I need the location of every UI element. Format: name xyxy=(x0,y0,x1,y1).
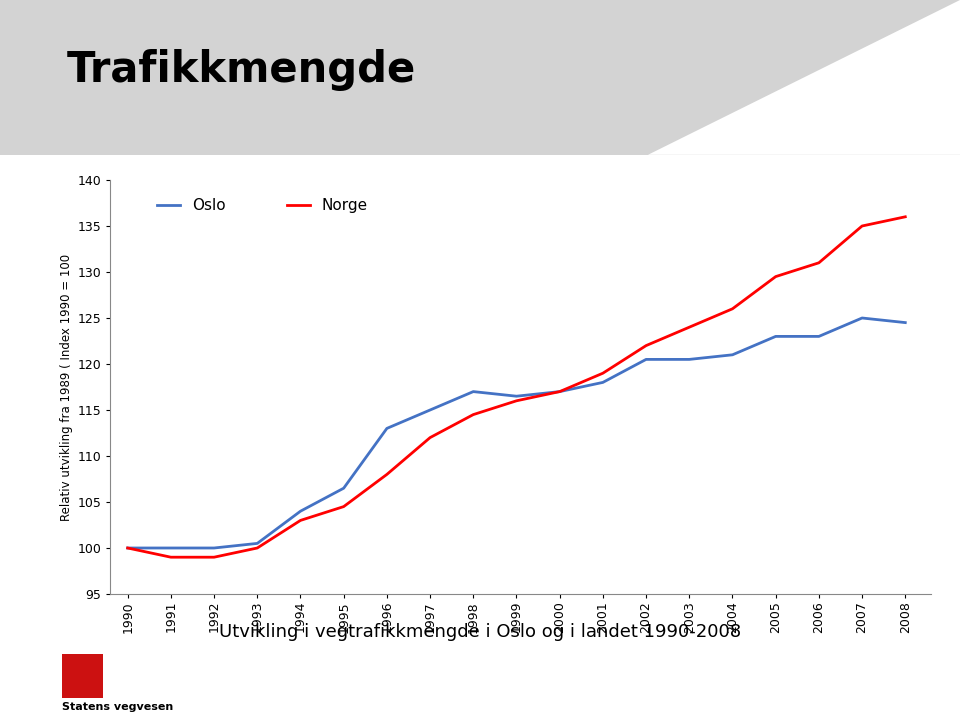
Oslo xyxy=(856,314,868,323)
Oslo xyxy=(554,387,565,396)
Oslo xyxy=(770,332,781,341)
Norge xyxy=(122,544,133,552)
Norge xyxy=(727,305,738,313)
Norge xyxy=(295,516,306,525)
Text: Statens vegvesen: Statens vegvesen xyxy=(62,702,174,712)
Norge xyxy=(856,222,868,230)
Oslo xyxy=(684,355,695,364)
Oslo xyxy=(640,355,652,364)
Norge xyxy=(640,341,652,350)
Oslo xyxy=(295,507,306,516)
Norge xyxy=(813,258,825,267)
Norge xyxy=(165,553,177,562)
Text: Utvikling i vegtrafikkmengde i Oslo og i landet 1990-2008: Utvikling i vegtrafikkmengde i Oslo og i… xyxy=(219,623,741,641)
Line: Norge: Norge xyxy=(128,217,905,557)
Oslo xyxy=(208,544,220,552)
Norge xyxy=(381,470,393,479)
Norge xyxy=(554,387,565,396)
Oslo xyxy=(813,332,825,341)
Norge xyxy=(900,212,911,221)
Norge xyxy=(208,553,220,562)
Oslo xyxy=(511,392,522,400)
Norge xyxy=(424,433,436,442)
Text: Trafikkmengde: Trafikkmengde xyxy=(67,49,417,91)
Norge xyxy=(468,410,479,419)
Oslo xyxy=(122,544,133,552)
Norge xyxy=(597,369,609,377)
Norge xyxy=(338,503,349,511)
Norge xyxy=(252,544,263,552)
Oslo xyxy=(597,378,609,387)
Oslo xyxy=(468,387,479,396)
Norge xyxy=(770,272,781,281)
Oslo xyxy=(900,318,911,327)
Line: Oslo: Oslo xyxy=(128,318,905,548)
Oslo xyxy=(165,544,177,552)
Oslo xyxy=(381,424,393,433)
Oslo xyxy=(338,484,349,492)
Legend: Oslo, Norge: Oslo, Norge xyxy=(151,192,374,219)
Norge xyxy=(684,323,695,331)
Oslo xyxy=(424,405,436,414)
Oslo xyxy=(252,539,263,548)
Norge xyxy=(511,397,522,405)
Y-axis label: Relativ utvikling fra 1989 ( Index 1990 = 100: Relativ utvikling fra 1989 ( Index 1990 … xyxy=(60,253,73,521)
Oslo xyxy=(727,351,738,359)
